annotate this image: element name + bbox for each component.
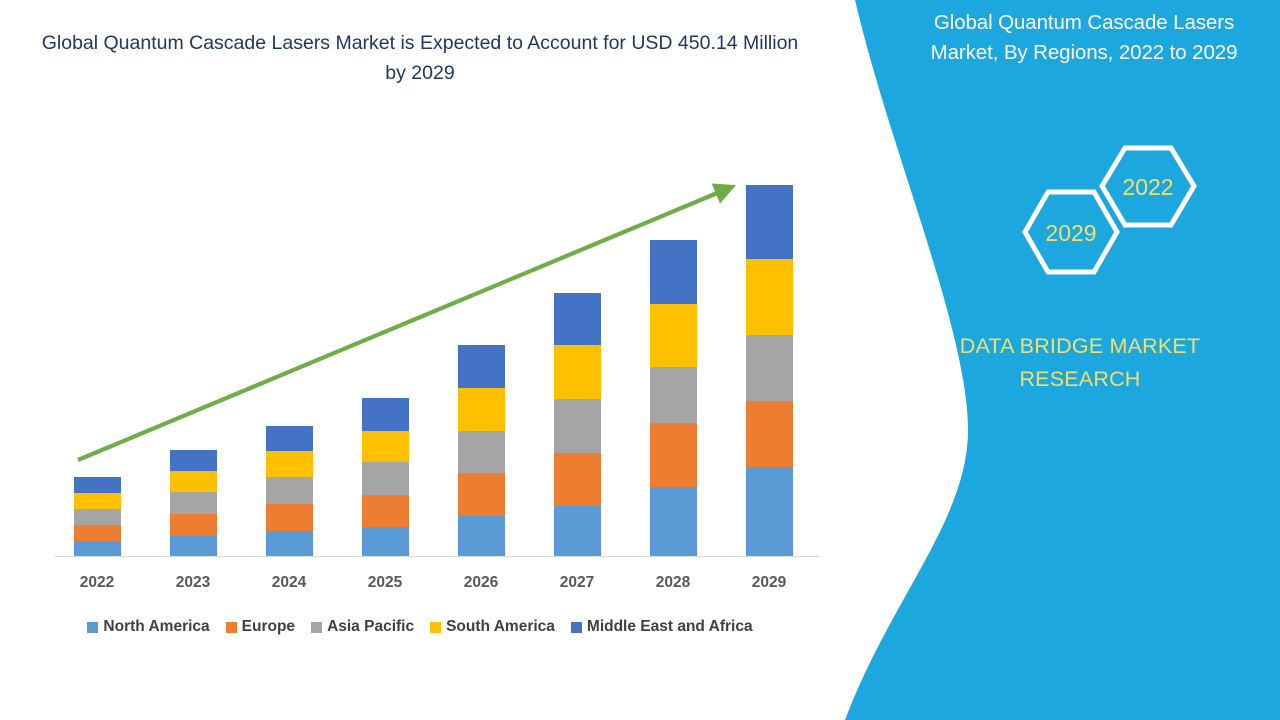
x-axis-label-2023: 2023	[175, 574, 211, 591]
bar-segment	[265, 504, 313, 531]
bar-segment	[73, 509, 121, 525]
legend-item-north-america[interactable]: North America	[87, 618, 210, 636]
legend-label: South America	[446, 618, 555, 635]
bar-segment	[361, 431, 409, 462]
chart-area: Global Quantum Cascade Lasers Market is …	[0, 32, 840, 636]
legend-label: Europe	[241, 618, 296, 635]
bar-segment	[745, 185, 793, 259]
bar-segment	[457, 431, 505, 473]
bar-segment	[553, 293, 601, 345]
x-axis-label-2028: 2028	[655, 574, 691, 591]
x-axis-label-2026: 2026	[463, 574, 499, 591]
bar-segment	[265, 451, 313, 477]
legend-item-middle-east-and-africa[interactable]: Middle East and Africa	[570, 618, 753, 636]
bar-segment	[169, 536, 217, 556]
stacked-bar-chart	[0, 150, 840, 565]
bar-segment	[457, 345, 505, 388]
page-title: Global Quantum Cascade Lasers Market is …	[41, 32, 799, 84]
legend-swatch-icon	[311, 621, 323, 633]
bar-segment	[745, 335, 793, 401]
legend-label: North America	[103, 618, 210, 635]
bar-segment	[265, 531, 313, 556]
bar-segment	[169, 514, 217, 536]
bar-segment	[649, 240, 697, 304]
bar-segment	[73, 525, 121, 541]
bar-segment	[457, 473, 505, 516]
bar-segment	[745, 467, 793, 556]
bar-segment	[649, 367, 697, 423]
bar-column-2026[interactable]	[457, 345, 505, 556]
legend-label: Middle East and Africa	[586, 618, 753, 635]
growth-trend-arrow	[77, 183, 736, 462]
bar-column-2028[interactable]	[649, 240, 697, 556]
bar-segment	[169, 471, 217, 492]
x-axis-label-2022: 2022	[79, 574, 115, 591]
legend-swatch-icon	[570, 621, 582, 633]
bar-column-2022[interactable]	[73, 477, 121, 556]
legend-item-europe[interactable]: Europe	[225, 618, 296, 636]
bar-segment	[265, 426, 313, 451]
bar-segment	[73, 477, 121, 493]
bar-segment	[73, 541, 121, 556]
legend-item-asia-pacific[interactable]: Asia Pacific	[311, 618, 414, 636]
bar-segment	[649, 304, 697, 367]
legend-swatch-icon	[87, 621, 99, 633]
bar-segment	[361, 398, 409, 431]
legend-item-south-america[interactable]: South America	[430, 618, 555, 636]
bar-column-2027[interactable]	[553, 293, 601, 556]
bar-column-2024[interactable]	[265, 426, 313, 556]
bar-segment	[457, 388, 505, 431]
brand-panel	[820, 0, 1280, 720]
bar-segment	[457, 516, 505, 556]
x-axis-label-2027: 2027	[559, 574, 595, 591]
x-axis-line	[55, 556, 820, 557]
bar-segment	[649, 487, 697, 556]
bar-column-2025[interactable]	[361, 398, 409, 556]
bar-segment	[361, 462, 409, 495]
bar-segment	[649, 423, 697, 487]
x-axis-label-2024: 2024	[271, 574, 307, 591]
bar-segment	[169, 492, 217, 514]
bar-segment	[553, 506, 601, 556]
legend-swatch-icon	[225, 621, 237, 633]
bar-column-2029[interactable]	[745, 185, 793, 556]
bar-segment	[169, 450, 217, 471]
bar-segment	[745, 401, 793, 467]
bar-segment	[361, 495, 409, 527]
x-axis-label-2025: 2025	[367, 574, 403, 591]
bar-segment	[361, 527, 409, 556]
legend-swatch-icon	[430, 621, 442, 633]
bar-segment	[73, 493, 121, 509]
legend-label: Asia Pacific	[327, 618, 415, 635]
x-axis-labels: 2022 2023 2024 2025 2026 2027 2028 2029	[0, 574, 840, 600]
x-axis-label-2029: 2029	[751, 574, 787, 591]
bar-segment	[265, 477, 313, 504]
bar-segment	[745, 259, 793, 335]
chart-legend: North America Europe Asia Pacific South Ame…	[0, 618, 840, 636]
bar-segment	[553, 345, 601, 399]
panel-shape	[845, 0, 1280, 720]
bar-segment	[553, 399, 601, 453]
bar-segment	[553, 453, 601, 506]
bar-column-2023[interactable]	[169, 450, 217, 556]
